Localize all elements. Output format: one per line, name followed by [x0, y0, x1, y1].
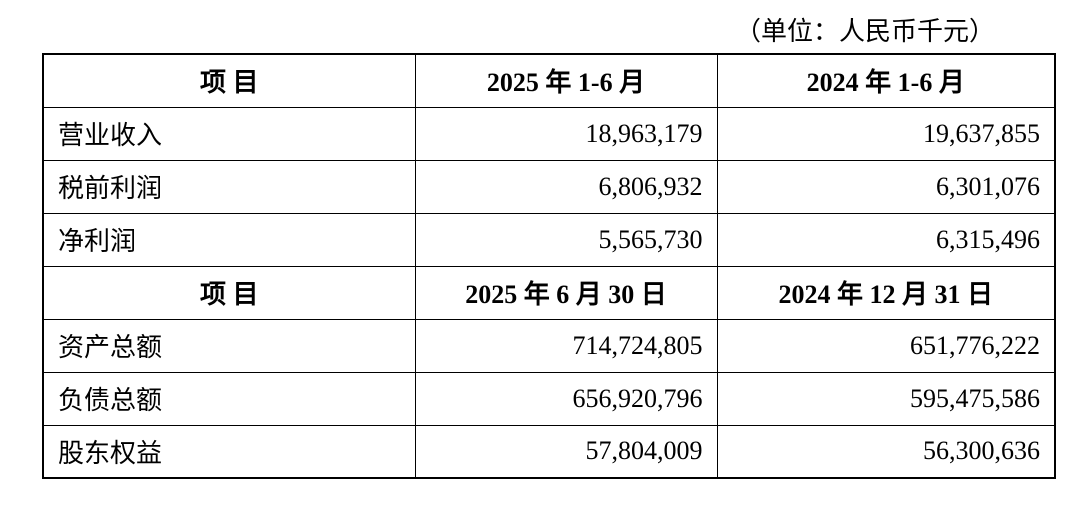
- value-cell: 651,776,222: [716, 318, 1056, 373]
- header-row: 项 目 2025 年 6 月 30 日 2024 年 12 月 31 日: [42, 265, 1056, 320]
- data-row: 资产总额 714,724,805 651,776,222: [42, 318, 1056, 373]
- row-label: 税前利润: [42, 159, 416, 214]
- value-cell: 656,920,796: [414, 371, 718, 426]
- header-cell: 2025 年 1-6 月: [414, 53, 718, 108]
- value-cell: 6,301,076: [716, 159, 1056, 214]
- value-cell: 56,300,636: [716, 424, 1056, 479]
- value-cell: 18,963,179: [414, 106, 718, 161]
- data-row: 股东权益 57,804,009 56,300,636: [42, 424, 1056, 479]
- header-row: 项 目 2025 年 1-6 月 2024 年 1-6 月: [42, 53, 1056, 108]
- data-row: 净利润 5,565,730 6,315,496: [42, 212, 1056, 267]
- value-cell: 714,724,805: [414, 318, 718, 373]
- financial-table: 项 目 2025 年 1-6 月 2024 年 1-6 月营业收入 18,963,17…: [42, 53, 1056, 479]
- header-cell: 2024 年 1-6 月: [716, 53, 1056, 108]
- value-cell: 19,637,855: [716, 106, 1056, 161]
- value-cell: 5,565,730: [414, 212, 718, 267]
- row-label: 净利润: [42, 212, 416, 267]
- row-label: 负债总额: [42, 371, 416, 426]
- header-cell: 2024 年 12 月 31 日: [716, 265, 1056, 320]
- unit-note: （单位：人民币千元）: [735, 17, 996, 46]
- data-row: 营业收入 18,963,179 19,637,855: [42, 106, 1056, 161]
- value-cell: 6,806,932: [414, 159, 718, 214]
- row-label: 股东权益: [42, 424, 416, 479]
- data-row: 负债总额 656,920,796 595,475,586: [42, 371, 1056, 426]
- row-label: 资产总额: [42, 318, 416, 373]
- header-cell: 项 目: [42, 53, 416, 108]
- header-cell: 2025 年 6 月 30 日: [414, 265, 718, 320]
- data-row: 税前利润 6,806,932 6,301,076: [42, 159, 1056, 214]
- value-cell: 57,804,009: [414, 424, 718, 479]
- table-body: 项 目 2025 年 1-6 月 2024 年 1-6 月营业收入 18,963,17…: [42, 53, 1056, 479]
- row-label: 营业收入: [42, 106, 416, 161]
- value-cell: 6,315,496: [716, 212, 1056, 267]
- header-cell: 项 目: [42, 265, 416, 320]
- value-cell: 595,475,586: [716, 371, 1056, 426]
